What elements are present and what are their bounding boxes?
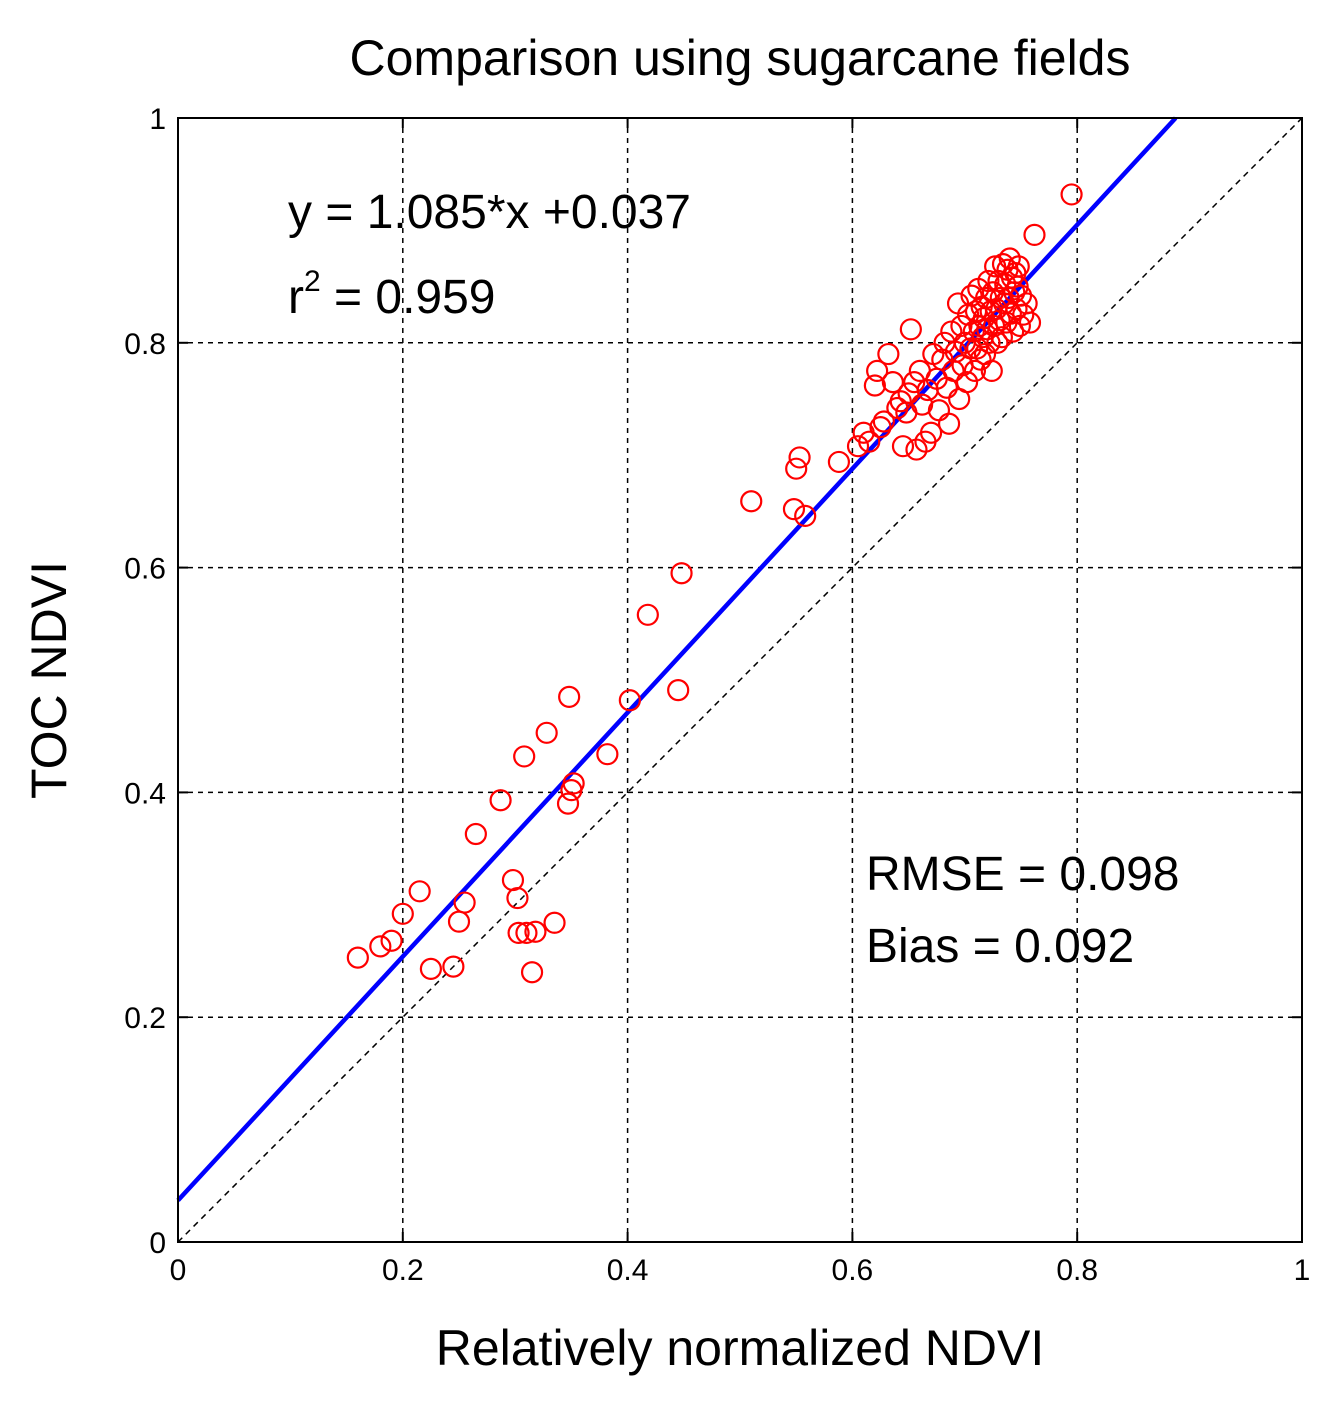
data-points [346, 183, 1083, 984]
data-point [889, 390, 912, 413]
y-tick-label: 0.8 [124, 328, 166, 361]
data-point [1007, 255, 1030, 278]
data-point [963, 359, 987, 382]
data-point [442, 955, 465, 978]
data-point [596, 743, 619, 766]
data-point [978, 331, 1001, 354]
data-point [1008, 314, 1031, 338]
rmse-annotation: RMSE = 0.098 [866, 848, 1180, 901]
data-point [955, 371, 979, 394]
data-point [515, 921, 538, 945]
data-point [1012, 303, 1035, 326]
data-point [877, 342, 900, 366]
plot-frame [177, 117, 1303, 1243]
data-point [858, 430, 881, 453]
data-point [866, 359, 889, 382]
data-point [380, 929, 403, 952]
data-point [937, 412, 961, 435]
bias-annotation: Bias = 0.092 [866, 920, 1134, 973]
data-point [950, 314, 973, 338]
data-point [990, 326, 1013, 349]
data-point [827, 450, 851, 474]
data-point [910, 393, 934, 416]
data-point [506, 886, 529, 910]
data-point [931, 348, 954, 371]
data-point [464, 822, 487, 846]
y-tick-label: 0.4 [124, 777, 166, 810]
r2-value: = 0.959 [321, 271, 496, 324]
data-point [891, 435, 915, 458]
data-point [453, 891, 476, 914]
data-point [1060, 183, 1083, 206]
data-point [980, 359, 1003, 382]
regression-line [176, 116, 1178, 1202]
data-point [667, 679, 690, 702]
data-point [903, 371, 926, 394]
data-point [881, 371, 904, 394]
data-point [919, 421, 943, 444]
reference-line-group [177, 117, 1303, 1243]
data-point [863, 374, 886, 397]
data-point [670, 562, 693, 585]
data-point [558, 685, 581, 708]
data-point [507, 921, 530, 945]
x-tick-label: 0.4 [607, 1254, 649, 1287]
data-point [636, 603, 659, 626]
one-to-one-line [177, 117, 1303, 1243]
x-tick-label: 0.2 [382, 1254, 424, 1287]
y-tick-label: 1 [149, 103, 166, 136]
data-point [391, 902, 414, 925]
y-tick-label: 0.2 [124, 1002, 166, 1035]
data-point [346, 946, 369, 969]
data-point [869, 416, 892, 439]
data-point [846, 435, 870, 458]
data-point [794, 504, 817, 527]
r2-annotation: r2 = 0.959 [288, 265, 496, 324]
y-axis-label: TOC NDVI [21, 561, 77, 799]
data-point [535, 721, 558, 744]
data-point [788, 446, 811, 469]
data-point [977, 269, 1000, 293]
r2-superscript: 2 [304, 265, 321, 298]
data-point [618, 689, 641, 712]
data-point [785, 457, 808, 480]
data-point [986, 331, 1009, 354]
x-tick-label: 0.6 [832, 1254, 874, 1287]
y-tick-label: 0.6 [124, 553, 166, 586]
data-point [1002, 320, 1025, 343]
x-axis-label: Relatively normalized NDVI [436, 1320, 1045, 1376]
data-point [969, 348, 992, 371]
chart-title: Comparison using sugarcane fields [350, 30, 1131, 86]
data-point [419, 957, 442, 980]
data-point [513, 745, 536, 768]
x-tick-label: 0.8 [1056, 1254, 1098, 1287]
data-point [408, 880, 431, 903]
data-point [782, 498, 806, 521]
y-tick-label: 0 [149, 1227, 166, 1260]
x-tick-label: 1 [1294, 1254, 1311, 1287]
data-point [543, 911, 566, 934]
data-point [1023, 223, 1046, 246]
axis-ticks: 0 0.2 0.4 0.6 0.8 1 0 0.2 0.4 0.6 0.8 1 [124, 103, 1310, 1287]
data-point [1018, 311, 1042, 334]
data-point [489, 789, 512, 812]
data-point [369, 935, 392, 958]
grid-lines [178, 118, 1302, 1242]
data-point [899, 318, 922, 341]
data-point [562, 772, 585, 795]
data-point [556, 792, 580, 815]
data-point [524, 920, 547, 943]
data-point [740, 490, 763, 513]
x-tick-label: 0 [170, 1254, 187, 1287]
data-point [872, 410, 895, 433]
data-point [520, 961, 544, 984]
equation-annotation: y = 1.085*x +0.037 [288, 186, 691, 239]
r2-prefix: r [288, 271, 304, 324]
fit-line-group [176, 116, 1178, 1202]
